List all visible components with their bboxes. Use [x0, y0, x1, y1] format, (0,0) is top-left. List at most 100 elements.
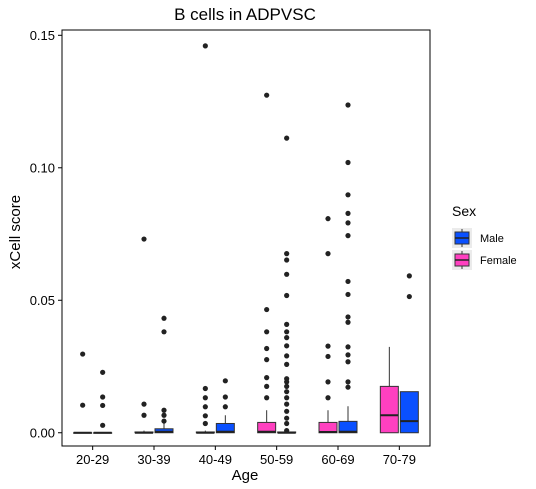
outlier-point	[345, 159, 351, 166]
box-female-60-69	[318, 216, 338, 434]
outlier-point	[284, 401, 290, 407]
legend: Sex Male Female	[452, 203, 517, 270]
outlier-point	[284, 353, 290, 359]
outlier-point	[284, 257, 290, 263]
outlier-point	[325, 395, 331, 401]
outlier-point	[345, 359, 351, 365]
outlier-point	[80, 402, 86, 408]
outlier-point	[284, 389, 290, 395]
outlier-point	[222, 404, 228, 410]
outlier-point	[284, 271, 290, 277]
outlier-point	[100, 369, 106, 375]
legend-title: Sex	[452, 203, 476, 219]
outlier-point	[264, 345, 270, 352]
y-tick-label: 0.05	[30, 293, 55, 308]
outlier-point	[325, 251, 331, 257]
outlier-point	[345, 220, 351, 226]
outlier-point	[100, 402, 106, 409]
y-tick-label: 0.00	[30, 425, 55, 440]
x-tick-label: 40-49	[199, 452, 232, 467]
y-tick-label: 0.15	[30, 28, 55, 43]
outlier-point	[345, 352, 351, 358]
outlier-point	[264, 357, 270, 363]
outlier-point	[264, 92, 270, 98]
outlier-point	[100, 394, 106, 400]
legend-label-male: Male	[480, 233, 504, 245]
outlier-point	[161, 407, 167, 413]
outlier-point	[141, 401, 147, 407]
outlier-point	[284, 428, 290, 434]
outlier-point	[141, 236, 147, 242]
outlier-point	[345, 233, 351, 239]
outlier-point	[284, 321, 290, 327]
box-body	[379, 385, 399, 434]
outlier-point	[325, 343, 331, 349]
outlier-point	[161, 412, 167, 418]
outlier-point	[406, 293, 412, 300]
box-female-30-39	[134, 236, 154, 434]
box-male-20-29	[93, 369, 113, 434]
legend-key-male	[452, 228, 472, 248]
outlier-point	[100, 422, 106, 428]
outlier-point	[202, 385, 208, 392]
outlier-point	[406, 273, 412, 279]
outlier-point	[222, 378, 228, 384]
outlier-point	[284, 383, 290, 389]
outlier-point	[80, 351, 86, 357]
outlier-point	[284, 420, 290, 427]
outlier-point	[264, 383, 270, 389]
outlier-point	[284, 135, 290, 141]
box-female-50-59	[257, 92, 277, 434]
outlier-point	[345, 319, 351, 325]
y-axis-title: xCell score	[7, 195, 24, 269]
outlier-point	[345, 278, 351, 285]
outlier-point	[345, 384, 351, 390]
y-tick-label: 0.10	[30, 160, 55, 175]
plot-panel	[61, 29, 431, 447]
outlier-point	[222, 394, 228, 400]
outlier-point	[264, 329, 270, 335]
outlier-point	[345, 192, 351, 198]
outlier-point	[161, 315, 167, 321]
outlier-point	[325, 216, 331, 222]
outlier-point	[264, 375, 270, 381]
outlier-point	[284, 395, 290, 401]
outlier-point	[345, 344, 351, 350]
x-tick-label: 50-59	[260, 452, 293, 467]
x-tick-label: 70-79	[383, 452, 416, 467]
box-body	[338, 420, 358, 434]
outlier-point	[284, 343, 290, 349]
outlier-point	[345, 102, 351, 108]
outlier-point	[264, 395, 270, 401]
legend-label-female: Female	[480, 255, 517, 267]
outlier-point	[202, 43, 208, 49]
box-female-20-29	[73, 351, 93, 434]
outlier-point	[141, 412, 147, 418]
outlier-point	[284, 251, 290, 257]
outlier-point	[264, 306, 270, 313]
outlier-point	[284, 335, 290, 341]
outlier-point	[202, 413, 208, 419]
box-female-40-49	[195, 43, 215, 434]
outlier-point	[284, 379, 290, 385]
box-male-60-69	[338, 102, 358, 434]
box-male-50-59	[277, 135, 297, 434]
x-tick-label: 20-29	[76, 452, 109, 467]
outlier-point	[202, 420, 208, 427]
x-axis-title: Age	[232, 467, 259, 484]
outlier-point	[161, 418, 167, 424]
box-male-70-79	[399, 273, 419, 434]
outlier-point	[284, 408, 290, 414]
x-tick-label: 30-39	[137, 452, 170, 467]
outlier-point	[284, 415, 290, 421]
outlier-point	[325, 379, 331, 385]
outlier-point	[161, 329, 167, 335]
outlier-point	[202, 395, 208, 401]
outlier-point	[284, 329, 290, 335]
box-male-30-39	[154, 315, 174, 434]
x-tick-label: 60-69	[321, 452, 354, 467]
box-body	[215, 422, 235, 434]
box-body	[257, 421, 277, 434]
outlier-point	[345, 379, 351, 385]
